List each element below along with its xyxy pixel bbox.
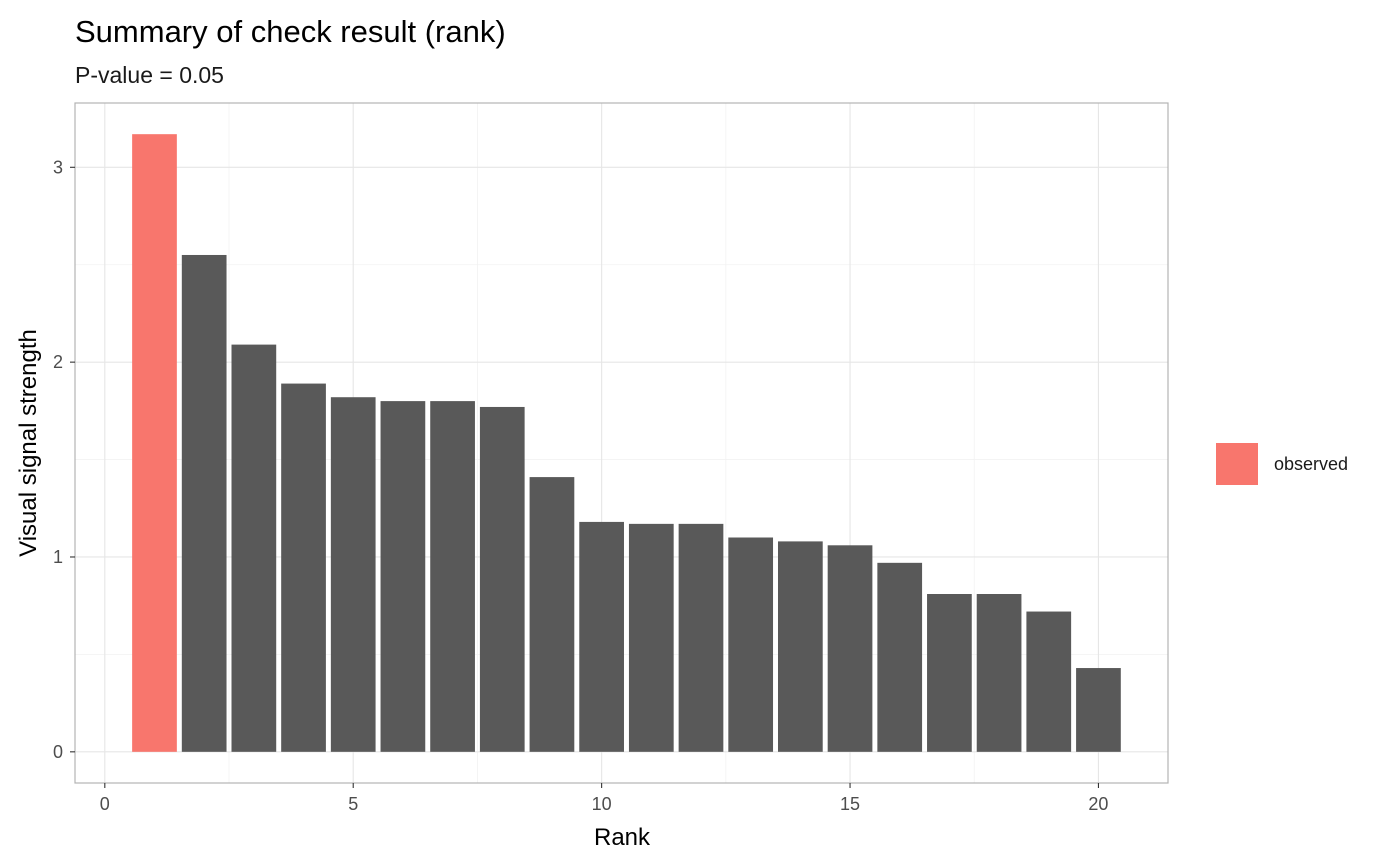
x-tick-label: 15 xyxy=(840,794,860,814)
legend: observed xyxy=(1216,443,1348,485)
chart-subtitle: P-value = 0.05 xyxy=(75,62,224,88)
bar-rank-16 xyxy=(877,562,923,752)
x-tick-label: 0 xyxy=(100,794,110,814)
bar-rank-10 xyxy=(579,521,624,752)
bar-observed xyxy=(132,134,177,752)
bar-rank-12 xyxy=(678,523,724,752)
panel-border xyxy=(74,102,1169,784)
y-tick-label: 1 xyxy=(53,547,63,567)
bar-rank-13 xyxy=(728,537,774,752)
bar-rank-14 xyxy=(777,541,823,752)
x-axis-title: Rank xyxy=(594,824,651,851)
bar-rank-17 xyxy=(927,594,972,752)
y-tick-label: 0 xyxy=(53,742,63,762)
x-tick-label: 10 xyxy=(592,794,612,814)
legend-label-observed: observed xyxy=(1274,454,1348,474)
bar-rank-6 xyxy=(380,401,426,752)
bar-rank-3 xyxy=(231,344,277,752)
bar-rank-5 xyxy=(330,397,376,752)
bar-rank-9 xyxy=(529,477,575,752)
bar-rank-2 xyxy=(181,254,227,752)
bar-rank-4 xyxy=(281,383,326,752)
chart-title: Summary of check result (rank) xyxy=(75,14,506,49)
bars xyxy=(132,134,1121,752)
legend-key-observed xyxy=(1216,443,1258,485)
y-tick-label: 3 xyxy=(53,157,63,177)
bar-rank-7 xyxy=(430,401,475,752)
bar-rank-19 xyxy=(1026,611,1072,752)
bar-rank-15 xyxy=(827,545,873,752)
x-tick-label: 5 xyxy=(348,794,358,814)
bar-rank-20 xyxy=(1076,668,1121,752)
axis-ticks: 0 1 2 3 0 5 10 15 20 xyxy=(53,157,1108,814)
bar-rank-11 xyxy=(628,523,674,752)
bar-rank-18 xyxy=(976,594,1022,752)
x-tick-label: 20 xyxy=(1088,794,1108,814)
y-tick-label: 2 xyxy=(53,352,63,372)
bar-rank-8 xyxy=(479,406,525,752)
y-axis-title: Visual signal strength xyxy=(15,329,42,557)
